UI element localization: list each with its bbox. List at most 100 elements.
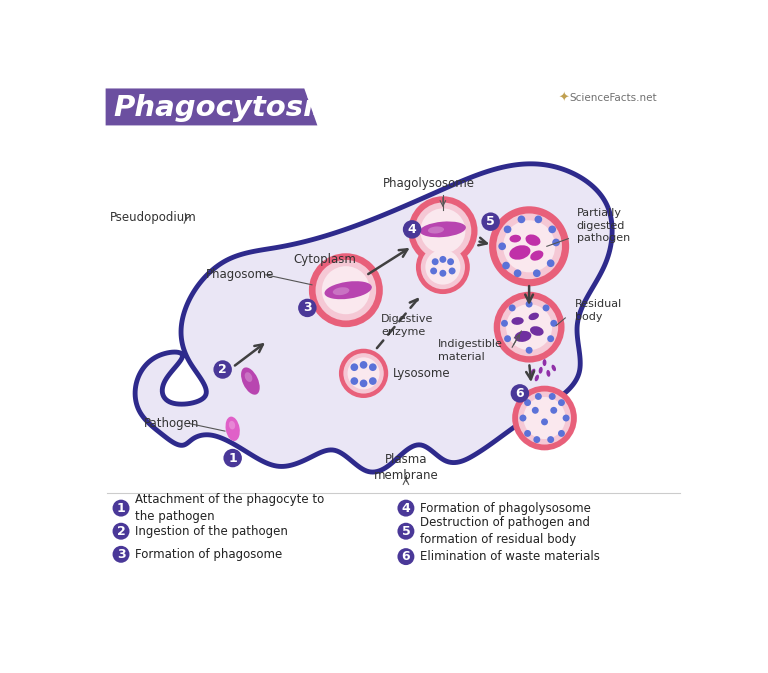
Circle shape [548,225,556,234]
Text: 4: 4 [402,501,410,515]
Ellipse shape [245,372,253,382]
Circle shape [430,267,437,275]
Circle shape [489,206,569,286]
Ellipse shape [325,281,372,299]
Ellipse shape [511,317,524,325]
Ellipse shape [530,250,544,260]
Text: Elimination of waste materials: Elimination of waste materials [420,550,600,563]
Circle shape [322,267,370,314]
Circle shape [506,304,552,350]
Text: 1: 1 [117,501,125,515]
Circle shape [502,262,510,269]
Ellipse shape [535,375,539,382]
Circle shape [548,335,554,342]
Ellipse shape [509,245,531,260]
Ellipse shape [525,234,541,246]
Ellipse shape [538,367,543,374]
Circle shape [369,363,376,371]
Ellipse shape [543,359,547,366]
Circle shape [339,349,388,398]
Text: Phagosome: Phagosome [206,269,274,281]
Circle shape [403,220,422,239]
Circle shape [504,225,511,234]
Text: 1: 1 [228,452,237,464]
Circle shape [420,209,465,254]
Circle shape [343,353,384,394]
Ellipse shape [226,417,240,441]
Circle shape [416,240,470,294]
Text: Phagolysosome: Phagolysosome [383,177,475,190]
Circle shape [563,415,570,421]
Circle shape [541,419,548,425]
Polygon shape [135,164,612,472]
Text: Lysosome: Lysosome [392,367,451,380]
Circle shape [498,242,506,250]
Circle shape [535,393,542,400]
Text: Destruction of pathogen and
formation of residual body: Destruction of pathogen and formation of… [420,516,590,546]
Text: Formation of phagolysosome: Formation of phagolysosome [420,501,591,515]
Ellipse shape [551,365,556,371]
Text: 5: 5 [486,215,495,228]
Circle shape [548,436,554,443]
Circle shape [113,499,130,517]
Circle shape [309,253,382,327]
Text: Formation of phagosome: Formation of phagosome [135,548,282,561]
Text: Plasma
membrane: Plasma membrane [373,452,439,482]
Text: 6: 6 [402,550,410,563]
Circle shape [501,320,508,327]
Circle shape [524,399,531,406]
Circle shape [524,397,565,439]
Circle shape [531,407,538,414]
Circle shape [535,215,542,223]
Text: 3: 3 [117,548,125,561]
Circle shape [519,415,526,421]
Polygon shape [106,88,317,125]
Circle shape [348,357,379,390]
Circle shape [432,258,439,265]
Ellipse shape [428,226,444,234]
Text: 2: 2 [218,363,227,376]
Circle shape [316,260,376,320]
Ellipse shape [509,235,521,242]
Circle shape [512,386,577,450]
Circle shape [525,301,532,308]
Circle shape [359,361,367,369]
Circle shape [543,304,550,312]
Text: ScienceFacts.net: ScienceFacts.net [569,93,657,103]
Circle shape [369,377,376,385]
Ellipse shape [528,313,539,320]
Circle shape [558,399,565,406]
Circle shape [439,256,446,263]
Ellipse shape [420,221,466,238]
Text: 5: 5 [402,525,410,538]
Circle shape [518,215,525,223]
Ellipse shape [333,287,349,295]
Circle shape [409,197,478,266]
Circle shape [552,239,560,246]
Circle shape [350,377,358,385]
Circle shape [421,245,465,289]
Circle shape [496,213,562,279]
Circle shape [524,430,531,437]
Circle shape [525,347,532,354]
Circle shape [398,523,415,540]
Circle shape [398,548,415,565]
Circle shape [504,335,511,342]
Text: Residual
body: Residual body [575,299,623,322]
Text: 3: 3 [303,302,312,314]
Circle shape [223,449,242,467]
Text: Pathogen: Pathogen [144,417,200,430]
Circle shape [518,392,571,445]
Circle shape [514,269,521,277]
Circle shape [298,299,316,317]
Circle shape [533,269,541,277]
Text: Attachment of the phagocyte to
the pathogen: Attachment of the phagocyte to the patho… [135,493,324,523]
Circle shape [549,393,556,400]
Text: Phagocytosis: Phagocytosis [114,94,331,122]
Circle shape [558,430,565,437]
Text: Partially
digested
pathogen: Partially digested pathogen [577,208,630,244]
Text: ✦: ✦ [558,92,569,104]
Text: Pseudopodium: Pseudopodium [110,211,196,224]
Ellipse shape [229,421,235,429]
Circle shape [500,298,558,356]
